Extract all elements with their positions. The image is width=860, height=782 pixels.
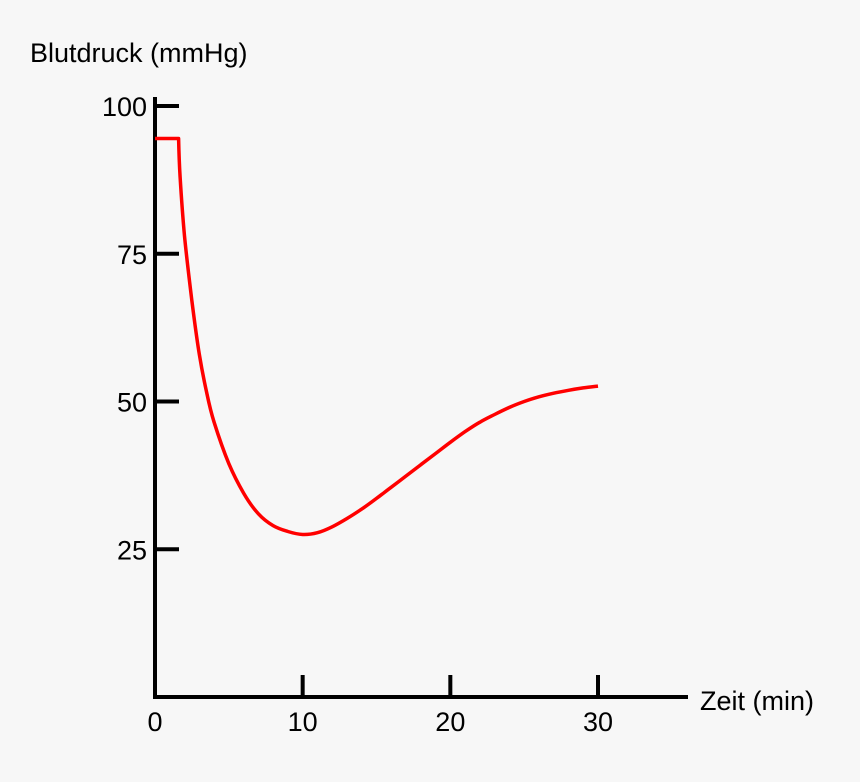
y-tick-label: 100 [102, 92, 147, 122]
x-tick-label: 30 [583, 707, 613, 737]
y-tick-label: 50 [117, 388, 147, 418]
y-axis-label: Blutdruck (mmHg) [30, 38, 248, 68]
x-tick-label: 20 [435, 707, 465, 737]
y-tick-label: 25 [117, 535, 147, 565]
axes [153, 97, 688, 699]
x-axis-label: Zeit (min) [700, 686, 814, 716]
x-tick-label: 10 [288, 707, 318, 737]
x-tick-label: 0 [147, 707, 162, 737]
plot-area [155, 136, 599, 537]
series-line-0 [155, 136, 599, 537]
y-tick-label: 75 [117, 240, 147, 270]
ticks: 25 50 75 100 0 10 20 30 [102, 92, 613, 737]
